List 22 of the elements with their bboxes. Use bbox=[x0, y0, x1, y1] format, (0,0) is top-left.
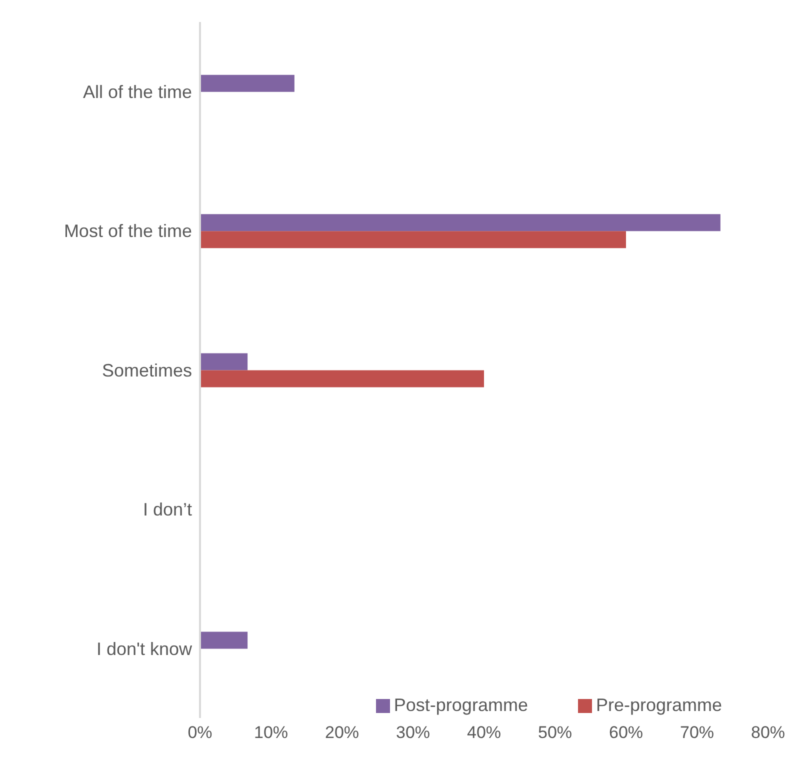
legend-label: Pre-programme bbox=[596, 695, 722, 715]
bar bbox=[200, 370, 484, 388]
bar bbox=[200, 632, 248, 649]
y-tick-label: All of the time bbox=[82, 82, 192, 102]
bar bbox=[200, 353, 248, 370]
x-tick-label: 10% bbox=[254, 723, 288, 742]
bar bbox=[200, 231, 626, 248]
y-tick-label: I don’t bbox=[142, 500, 192, 520]
y-tick-label: Most of the time bbox=[64, 221, 192, 242]
x-tick-label: 70% bbox=[680, 723, 714, 742]
bar bbox=[200, 74, 294, 92]
x-tick-label: 30% bbox=[396, 723, 430, 742]
y-tick-label: Sometimes bbox=[102, 360, 192, 380]
x-tick-label: 0% bbox=[188, 723, 212, 742]
x-tick-label: 40% bbox=[466, 723, 502, 742]
x-tick-label: 50% bbox=[538, 723, 572, 742]
x-tick-label: 80% bbox=[750, 723, 786, 742]
bar bbox=[200, 214, 720, 232]
x-tick-label: 60% bbox=[608, 723, 644, 742]
x-tick-label: 20% bbox=[324, 723, 360, 742]
legend-label: Post-programme bbox=[394, 695, 528, 715]
y-tick-label: I don't know bbox=[96, 638, 193, 659]
